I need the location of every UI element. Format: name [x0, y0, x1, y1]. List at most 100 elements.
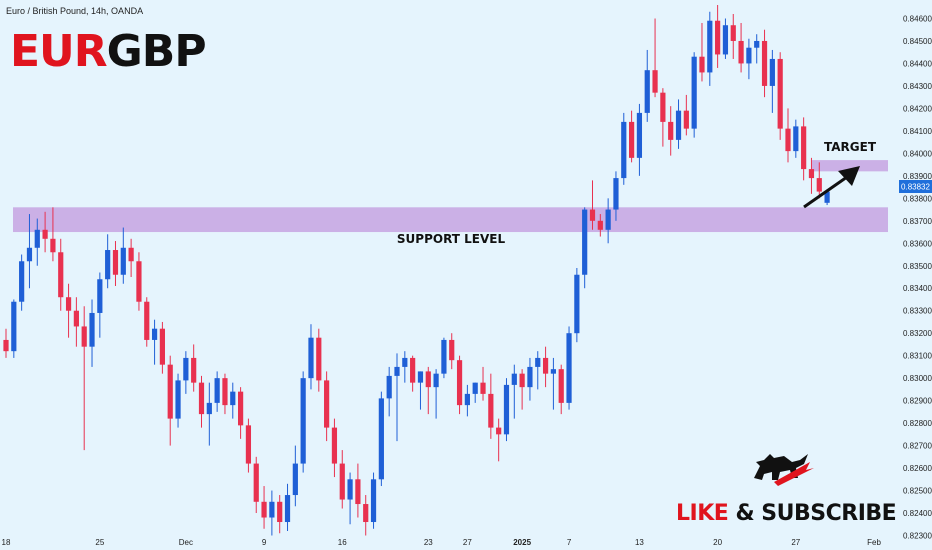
price-tick-label: 0.83800: [903, 194, 932, 203]
current-price-marker: [899, 180, 932, 193]
candle-body: [136, 261, 142, 302]
zones-layer: [13, 160, 888, 233]
cta-like: LIKE: [676, 501, 735, 526]
candle: [683, 94, 689, 136]
candle: [503, 378, 510, 442]
candle: [542, 346, 549, 388]
time-tick-label: 2025: [513, 538, 531, 547]
price-tick-label: 0.84300: [903, 82, 932, 91]
cta-amp: &: [735, 501, 754, 526]
candle: [707, 11, 713, 86]
bull-bear-icon: [754, 454, 814, 486]
candle-body: [73, 310, 79, 327]
price-tick-label: 0.83300: [903, 307, 932, 316]
candle: [175, 373, 181, 428]
candle: [167, 355, 173, 446]
candle-body: [308, 337, 314, 379]
candle-body: [558, 369, 564, 403]
price-tick-label: 0.82400: [903, 509, 932, 518]
candle: [472, 382, 478, 403]
candle: [456, 355, 463, 415]
candle-body: [636, 112, 643, 158]
price-tick-label: 0.82600: [903, 464, 932, 473]
candle: [691, 52, 697, 138]
time-axis: 18 25 Dec 9 16 23 27 2025 7 13 20 27 Feb: [2, 538, 882, 547]
candle-body: [472, 382, 478, 394]
time-tick-label: 9: [262, 538, 267, 547]
candle-body: [433, 373, 439, 388]
support-level-label: SUPPORT LEVEL: [397, 232, 506, 246]
candle: [339, 450, 345, 509]
candle-body: [730, 25, 736, 41]
candle: [496, 418, 502, 462]
candle: [566, 326, 572, 410]
time-tick-label: 18: [2, 538, 11, 547]
candle: [402, 351, 408, 383]
candle-body: [206, 402, 212, 415]
candle: [746, 38, 752, 80]
candle-body: [245, 425, 252, 464]
time-tick-label: 23: [424, 538, 433, 547]
candle-body: [769, 58, 775, 86]
candle: [652, 18, 658, 98]
title-part-eur: EUR: [10, 26, 107, 77]
candle-body: [605, 209, 611, 230]
candle: [355, 463, 361, 518]
candle: [230, 382, 236, 419]
candle-body: [292, 463, 298, 496]
candle-body: [222, 378, 228, 406]
candle: [675, 99, 682, 149]
candle-body: [81, 326, 87, 347]
candle-body: [167, 364, 173, 419]
candle-body: [527, 366, 533, 388]
candle: [488, 373, 494, 439]
candle-body: [613, 178, 619, 210]
price-tick-label: 0.82300: [903, 532, 932, 541]
price-tick-label: 0.83700: [903, 217, 932, 226]
candle-body: [331, 427, 338, 464]
candle-body: [683, 110, 689, 129]
candle: [730, 13, 736, 59]
candle-body: [89, 312, 95, 347]
price-tick-label: 0.82800: [903, 419, 932, 428]
candle-body: [112, 250, 119, 275]
candle-body: [386, 375, 392, 399]
candle-body: [597, 220, 603, 230]
candle-body: [363, 504, 369, 523]
candle-body: [511, 373, 517, 385]
candle: [801, 117, 807, 181]
candle-body: [277, 501, 283, 523]
candle-body: [26, 247, 33, 262]
candle: [261, 486, 267, 529]
candle: [206, 382, 212, 446]
cta-subscribe: SUBSCRIBE: [754, 501, 896, 526]
candle: [245, 418, 252, 473]
candle: [378, 391, 384, 487]
candle: [816, 162, 822, 199]
candle-body: [801, 126, 807, 170]
price-tick-label: 0.84100: [903, 127, 932, 136]
candle-body: [261, 501, 267, 518]
candle: [754, 34, 760, 64]
price-tick-label: 0.83900: [903, 172, 932, 181]
candle-body: [574, 274, 580, 334]
candle-body: [582, 209, 588, 275]
candle-body: [144, 301, 150, 340]
price-tick-label: 0.84200: [903, 104, 932, 113]
candle: [550, 357, 556, 410]
price-tick-label: 0.84400: [903, 59, 932, 68]
candle: [183, 351, 189, 394]
symbol-header: Euro / British Pound, 14h, OANDA: [6, 6, 143, 16]
candle: [159, 321, 165, 374]
candle: [769, 49, 775, 113]
target-arrow: [803, 166, 860, 209]
candle: [238, 387, 244, 439]
candle: [394, 353, 400, 442]
candle-body: [105, 250, 111, 280]
candle-body: [691, 56, 697, 129]
candle: [613, 171, 619, 221]
candle-body: [761, 40, 768, 86]
candle: [26, 214, 33, 289]
candle: [636, 103, 643, 176]
